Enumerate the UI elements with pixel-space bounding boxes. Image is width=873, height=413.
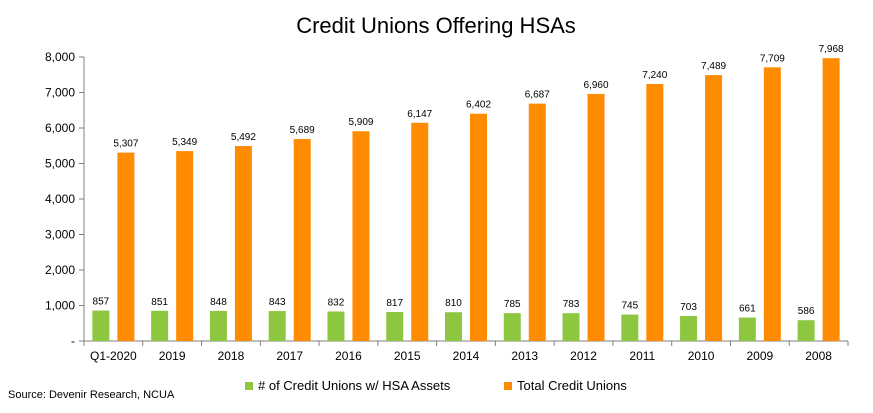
data-label-hsa: 832 xyxy=(328,297,345,308)
x-tick-label: 2014 xyxy=(453,349,480,363)
bar-total xyxy=(352,131,370,341)
chart-title: Credit Unions Offering HSAs xyxy=(296,13,576,38)
data-label-hsa: 843 xyxy=(269,297,286,308)
bar-total xyxy=(293,139,311,341)
data-label-hsa: 783 xyxy=(563,299,580,310)
legend-swatch-green xyxy=(245,381,253,390)
bar-total xyxy=(117,152,135,341)
bar-hsa xyxy=(92,310,110,341)
data-label-hsa: 661 xyxy=(739,304,756,315)
data-label-total: 7,240 xyxy=(642,70,667,81)
x-tick-label: 2009 xyxy=(746,349,773,363)
bar-hsa xyxy=(327,311,345,341)
data-label-hsa: 745 xyxy=(621,301,638,312)
legend-label-total: Total Credit Unions xyxy=(517,378,627,393)
data-label-hsa: 851 xyxy=(151,297,168,308)
legend-swatch-orange xyxy=(504,381,512,390)
y-tick-label: 5,000 xyxy=(45,157,75,171)
legend-item-hsa: # of Credit Unions w/ HSA Assets xyxy=(245,378,450,393)
bar-total xyxy=(528,103,546,341)
bar-hsa xyxy=(268,311,286,341)
bar-hsa xyxy=(445,312,462,341)
data-label-total: 5,307 xyxy=(113,139,138,150)
y-tick-label: 6,000 xyxy=(45,121,75,135)
bar-total xyxy=(234,146,252,341)
data-label-hsa: 857 xyxy=(93,297,110,308)
bar-hsa xyxy=(503,313,521,341)
bar-total xyxy=(763,67,781,341)
legend: # of Credit Unions w/ HSA Assets Total C… xyxy=(0,378,873,394)
x-tick-label: 2018 xyxy=(218,349,245,363)
data-label-hsa: 810 xyxy=(445,298,462,309)
x-tick-label: 2015 xyxy=(394,349,421,363)
data-label-hsa: 817 xyxy=(386,298,403,309)
bars xyxy=(92,58,840,342)
x-tick-label: 2008 xyxy=(805,349,832,363)
bar-total xyxy=(822,58,840,342)
y-tick-label: 4,000 xyxy=(45,192,75,206)
data-label-total: 6,960 xyxy=(584,80,609,91)
y-tick-label: - xyxy=(71,334,75,348)
x-tick-label: 2010 xyxy=(688,349,715,363)
bar-hsa xyxy=(209,310,227,341)
x-tick-label: Q1-2020 xyxy=(90,349,137,363)
bar-hsa xyxy=(738,317,756,341)
data-label-total: 7,489 xyxy=(701,61,726,72)
bar-hsa xyxy=(386,311,404,341)
x-tick-label: 2012 xyxy=(570,349,597,363)
data-label-total: 5,492 xyxy=(231,132,256,143)
bar-total xyxy=(470,113,487,341)
y-tick-label: 8,000 xyxy=(45,50,75,64)
data-label-total: 5,349 xyxy=(172,137,197,148)
bar-hsa xyxy=(151,310,169,341)
data-label-hsa: 586 xyxy=(798,306,815,317)
x-tick-label: 2019 xyxy=(159,349,186,363)
data-label-total: 6,687 xyxy=(525,90,550,101)
x-tick-label: 2017 xyxy=(276,349,303,363)
bar-hsa xyxy=(621,314,639,341)
bar-total xyxy=(587,93,605,341)
bar-total xyxy=(176,151,194,341)
bar-total xyxy=(705,75,723,341)
data-label-hsa: 785 xyxy=(504,299,521,310)
x-tick-label: 2011 xyxy=(629,349,655,363)
y-tick-label: 7,000 xyxy=(45,86,75,100)
bar-total xyxy=(646,83,664,341)
data-label-total: 5,909 xyxy=(348,117,373,128)
y-tick-label: 1,000 xyxy=(45,299,75,313)
bar-hsa xyxy=(562,313,580,341)
data-label-total: 5,689 xyxy=(290,125,315,136)
bar-hsa xyxy=(680,316,698,341)
data-labels: 857 851 848 843 832 817 810 785 783 745 703 661 586 5… xyxy=(93,44,845,317)
bar-total xyxy=(411,122,429,342)
y-tick-label: 2,000 xyxy=(45,263,75,277)
data-label-hsa: 848 xyxy=(210,297,227,308)
legend-item-total: Total Credit Unions xyxy=(504,378,627,393)
axes: - 1,000 2,000 3,000 4,000 5,000 6,000 7,000 8,00… xyxy=(45,50,849,363)
data-label-hsa: 703 xyxy=(680,302,697,313)
x-tick-label: 2016 xyxy=(335,349,362,363)
source-note: Source: Devenir Research, NCUA xyxy=(8,389,175,401)
data-label-total: 7,968 xyxy=(819,44,844,55)
x-tick-label: 2013 xyxy=(511,349,538,363)
data-label-total: 7,709 xyxy=(760,53,785,64)
y-tick-label: 3,000 xyxy=(45,228,75,242)
data-label-total: 6,147 xyxy=(407,109,432,120)
legend-label-hsa: # of Credit Unions w/ HSA Assets xyxy=(258,378,451,393)
bar-hsa xyxy=(797,320,815,341)
data-label-total: 6,402 xyxy=(466,100,491,111)
